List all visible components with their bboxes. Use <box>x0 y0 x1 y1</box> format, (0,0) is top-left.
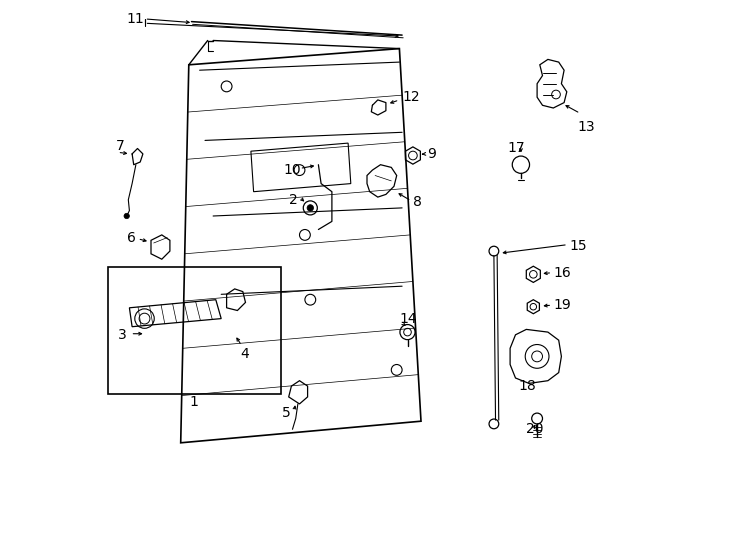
Text: 14: 14 <box>399 312 417 326</box>
Text: 6: 6 <box>127 231 136 245</box>
Text: 12: 12 <box>402 90 420 104</box>
Circle shape <box>124 213 129 219</box>
Text: 20: 20 <box>526 422 544 436</box>
Text: 17: 17 <box>507 141 525 156</box>
Text: 18: 18 <box>518 379 536 393</box>
Text: 15: 15 <box>570 239 587 253</box>
Text: 4: 4 <box>240 347 249 361</box>
Text: 19: 19 <box>553 298 571 312</box>
Text: 3: 3 <box>117 328 126 342</box>
Text: 10: 10 <box>283 163 301 177</box>
Bar <box>108 267 280 394</box>
Text: 1: 1 <box>190 395 199 409</box>
Circle shape <box>307 205 313 211</box>
Text: 5: 5 <box>282 406 291 420</box>
Text: 7: 7 <box>116 139 125 153</box>
Text: 9: 9 <box>427 147 436 161</box>
Text: 2: 2 <box>288 193 297 207</box>
Text: 13: 13 <box>578 120 595 134</box>
Text: 8: 8 <box>413 195 422 210</box>
Text: 16: 16 <box>553 266 571 280</box>
Text: 11: 11 <box>127 12 145 26</box>
